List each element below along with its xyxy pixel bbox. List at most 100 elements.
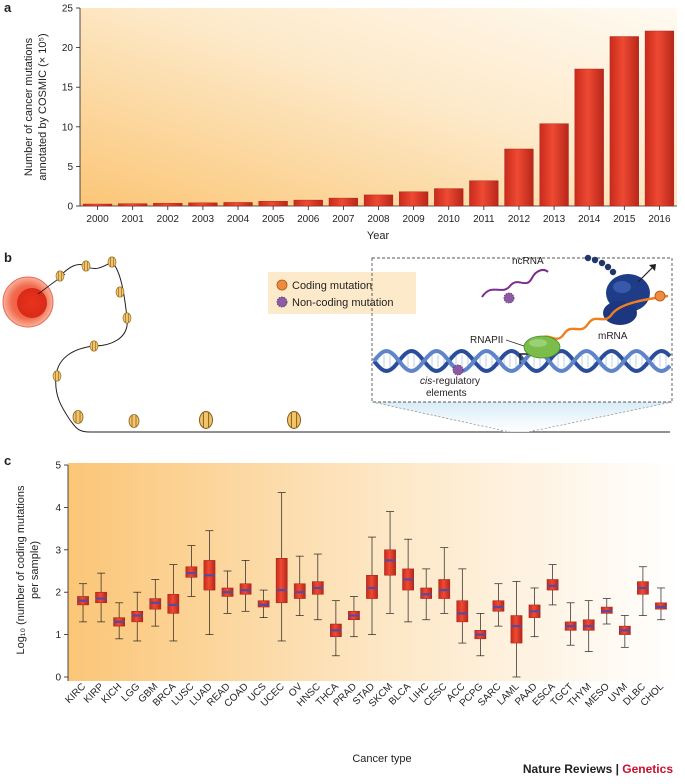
- nucleosome-core: [122, 312, 132, 324]
- panel-a-y-tick-label: 20: [62, 43, 74, 54]
- nucleosome-core: [107, 256, 117, 268]
- cis-regulatory-label: cis-regulatory: [420, 376, 480, 387]
- panel-c-x-tick-label: KICH: [100, 681, 125, 706]
- box-iqr: [384, 549, 396, 576]
- box-BLCA: [402, 538, 414, 623]
- panel-a-y-tick-label: 5: [67, 162, 73, 173]
- panel-a-y-label-line1: Number of cancer mutations: [23, 37, 35, 176]
- box-THCA: [330, 600, 342, 657]
- zoom-box: [371, 257, 673, 403]
- legend-noncoding-label: Non-coding mutation: [292, 297, 394, 309]
- dna-helix: [372, 348, 672, 374]
- nucleosome-icon: [107, 256, 117, 268]
- journal-separator: |: [612, 762, 623, 776]
- zoom-connector-left: [371, 401, 511, 433]
- bar-2010: [434, 188, 464, 207]
- bar-2008: [363, 194, 394, 207]
- nucleus-icon: [17, 288, 47, 318]
- cis-rest: -regulatory: [432, 376, 480, 387]
- panel-a-x-tick-label: 2003: [192, 214, 215, 225]
- panel-a-y-label-line2: annotated by COSMIC (× 10⁵): [37, 33, 49, 180]
- panel-c-y-label-line2: per sample): [29, 541, 41, 599]
- bar-2004: [223, 202, 253, 207]
- bar-2000: [82, 203, 113, 207]
- amino-acid-bead: [591, 256, 599, 264]
- journal-section: Genetics: [622, 762, 673, 776]
- panel-a-x-tick-label: 2002: [157, 214, 180, 225]
- box-LGG: [131, 591, 144, 642]
- box-BRCA: [167, 564, 180, 642]
- panel-c-boxes: [77, 492, 667, 678]
- nucleosome-icon: [55, 270, 65, 282]
- box-KICH: [113, 602, 126, 640]
- box-UVM: [618, 615, 631, 648]
- bar-2015: [609, 36, 639, 207]
- box-iqr: [510, 615, 523, 644]
- panel-a-y-tick-label: 0: [67, 202, 73, 213]
- box-PCPG: [474, 613, 487, 657]
- panel-a-y-tick-label: 10: [62, 122, 74, 133]
- mrna-label: mRNA: [598, 331, 628, 342]
- box-iqr: [275, 558, 288, 604]
- mrna-strand: [539, 294, 669, 341]
- box-TGCT: [564, 602, 577, 646]
- nucleosome-core: [115, 286, 125, 298]
- cis-elements-label: elements: [426, 388, 467, 399]
- panel-b-label: b: [4, 250, 12, 265]
- amino-acid-bead: [584, 254, 592, 262]
- panel-a-y-tick-label: 25: [62, 4, 74, 15]
- box-GBM: [149, 579, 162, 627]
- box-iqr: [456, 600, 469, 623]
- bar-2016: [644, 30, 675, 207]
- rnapii-highlight: [529, 339, 547, 347]
- nucleosome-icon: [122, 312, 132, 324]
- nucleosome-core: [81, 260, 91, 272]
- panel-a-x-tick-label: 2001: [122, 214, 145, 225]
- nucleosome-icon: [286, 411, 302, 429]
- mrna-mutation-icon: [654, 290, 666, 302]
- noncoding-mutation-icon: [276, 296, 288, 308]
- panel-a-x-tick-label: 2015: [613, 214, 636, 225]
- box-CHOL: [655, 587, 667, 621]
- box-MESO: [600, 598, 613, 625]
- nucleosomes: [52, 256, 302, 429]
- bar-2001: [118, 203, 148, 207]
- cis-regulatory-mutation-icon: [452, 364, 464, 376]
- box-KIRP: [95, 572, 107, 623]
- panel-a-bars: [82, 30, 675, 207]
- nucleosome-icon: [89, 340, 99, 352]
- panel-c-plot-background: [68, 463, 680, 681]
- zoom-spotlight: [372, 402, 672, 432]
- nucleosome-icon: [72, 410, 84, 424]
- panel-a-x-tick-label: 2013: [543, 214, 566, 225]
- panel-a-x-label: Year: [367, 230, 390, 242]
- amino-acid-bead: [598, 259, 606, 267]
- coding-mutation-icon: [276, 279, 288, 291]
- nucleosome-core: [128, 414, 140, 428]
- box-UCEC: [275, 492, 288, 642]
- nucleosome-icon: [115, 286, 125, 298]
- box-SKCM: [384, 511, 396, 614]
- panel-a-x-tick-label: 2007: [332, 214, 355, 225]
- panel-a-x-tick-label: 2004: [227, 214, 250, 225]
- ribosome-arrowhead-icon: [649, 264, 656, 271]
- box-LUAD: [203, 530, 216, 635]
- panel-a-x-tick-label: 2008: [367, 214, 390, 225]
- cell-diagram: [2, 273, 66, 328]
- bar-2002: [153, 203, 183, 207]
- bar-2013: [539, 123, 569, 207]
- box-UCS: [257, 589, 270, 618]
- nucleosome-icon: [81, 260, 91, 272]
- mutation-legend: Coding mutation Non-coding mutation: [268, 272, 416, 314]
- panel-a-x-tick-label: 2011: [473, 214, 495, 225]
- panel-a-x-tick-label: 2012: [508, 214, 531, 225]
- box-THYM: [582, 600, 595, 652]
- zoom-connector-right: [527, 401, 673, 433]
- box-ACC: [456, 568, 469, 644]
- bar-2005: [258, 201, 288, 207]
- box-STAD: [366, 536, 378, 635]
- bar-2012: [504, 148, 534, 207]
- box-LIHC: [420, 568, 433, 621]
- panel-c-y-axis: 0 1 2 3 4 5: [55, 461, 69, 684]
- bar-2011: [469, 180, 499, 207]
